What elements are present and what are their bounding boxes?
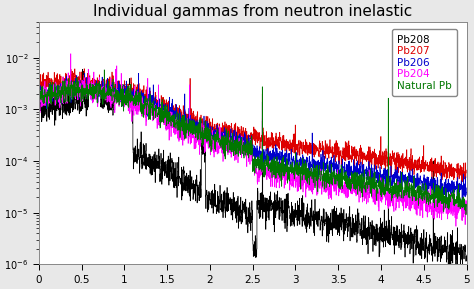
Title: Individual gammas from neutron inelastic: Individual gammas from neutron inelastic xyxy=(93,4,412,19)
Legend: Pb208, Pb207, Pb206, Pb204, Natural Pb: Pb208, Pb207, Pb206, Pb204, Natural Pb xyxy=(392,29,457,96)
